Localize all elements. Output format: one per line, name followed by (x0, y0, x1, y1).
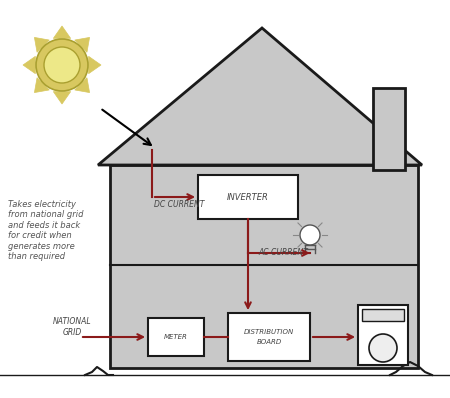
Bar (358, 305, 408, 365)
Bar (148, 318, 204, 356)
Bar (373, 88, 405, 170)
Text: DISTRIBUTION: DISTRIBUTION (244, 329, 294, 335)
Circle shape (369, 334, 397, 362)
Bar (110, 165, 418, 368)
Text: DC CURRENT: DC CURRENT (154, 200, 204, 209)
Polygon shape (34, 37, 50, 52)
Circle shape (44, 47, 80, 83)
Polygon shape (98, 28, 422, 165)
Polygon shape (34, 78, 50, 93)
Bar (228, 313, 310, 361)
Polygon shape (23, 57, 36, 74)
Polygon shape (54, 92, 71, 104)
Bar (362, 309, 404, 321)
Polygon shape (89, 57, 101, 74)
Circle shape (36, 39, 88, 91)
Polygon shape (75, 78, 90, 93)
Text: INVERTER: INVERTER (227, 193, 269, 201)
Text: BOARD: BOARD (256, 339, 282, 345)
Text: AC CURRENT: AC CURRENT (258, 248, 308, 257)
Text: NATIONAL
GRID: NATIONAL GRID (53, 317, 91, 337)
Text: METER: METER (164, 334, 188, 340)
Polygon shape (54, 26, 71, 38)
Circle shape (300, 225, 320, 245)
Text: Takes electricity
from national grid
and feeds it back
for credit when
generates: Takes electricity from national grid and… (8, 200, 84, 261)
Bar (198, 175, 298, 219)
Polygon shape (75, 37, 90, 52)
